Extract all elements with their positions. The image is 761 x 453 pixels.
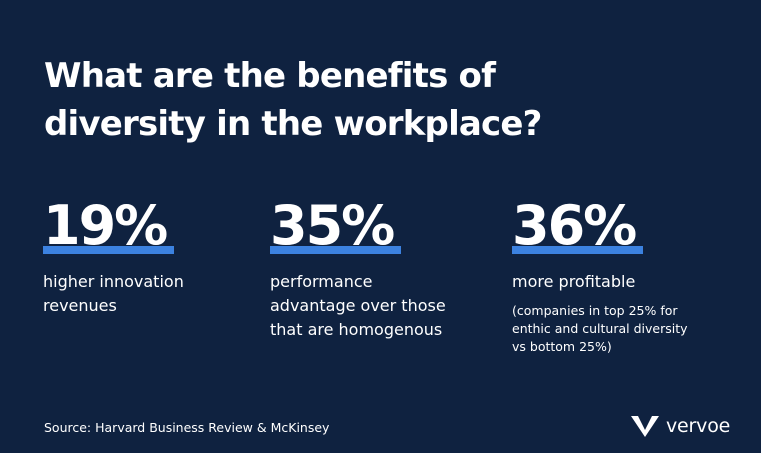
stat-underline xyxy=(512,246,644,254)
stat-label: higher innovation revenues xyxy=(43,272,184,315)
stat-value-wrap: 19% xyxy=(43,194,175,257)
stat-block-profitability: 36% more profitable (companies in top 25… xyxy=(512,196,737,356)
stat-value: 19% xyxy=(43,194,168,257)
stat-value-wrap: 35% xyxy=(270,194,402,257)
vervoe-v-logo-icon xyxy=(631,416,659,437)
stat-label: more profitable xyxy=(512,272,636,291)
brand-logo: vervoe xyxy=(630,412,730,440)
stat-value: 35% xyxy=(270,194,395,257)
source-citation: Source: Harvard Business Review & McKins… xyxy=(44,420,330,435)
stat-underline xyxy=(43,246,175,254)
stat-block-innovation: 19% higher innovation revenues xyxy=(43,196,243,318)
stat-note: (companies in top 25% for enthic and cul… xyxy=(512,303,688,354)
stat-block-performance: 35% performance advantage over those tha… xyxy=(270,196,485,342)
brand-name: vervoe xyxy=(666,415,731,437)
stat-value-wrap: 36% xyxy=(512,194,644,257)
stat-underline xyxy=(270,246,402,254)
stat-label: performance advantage over those that ar… xyxy=(270,272,446,339)
stat-value: 36% xyxy=(512,194,637,257)
page-title: What are the benefits of diversity in the… xyxy=(44,56,542,144)
